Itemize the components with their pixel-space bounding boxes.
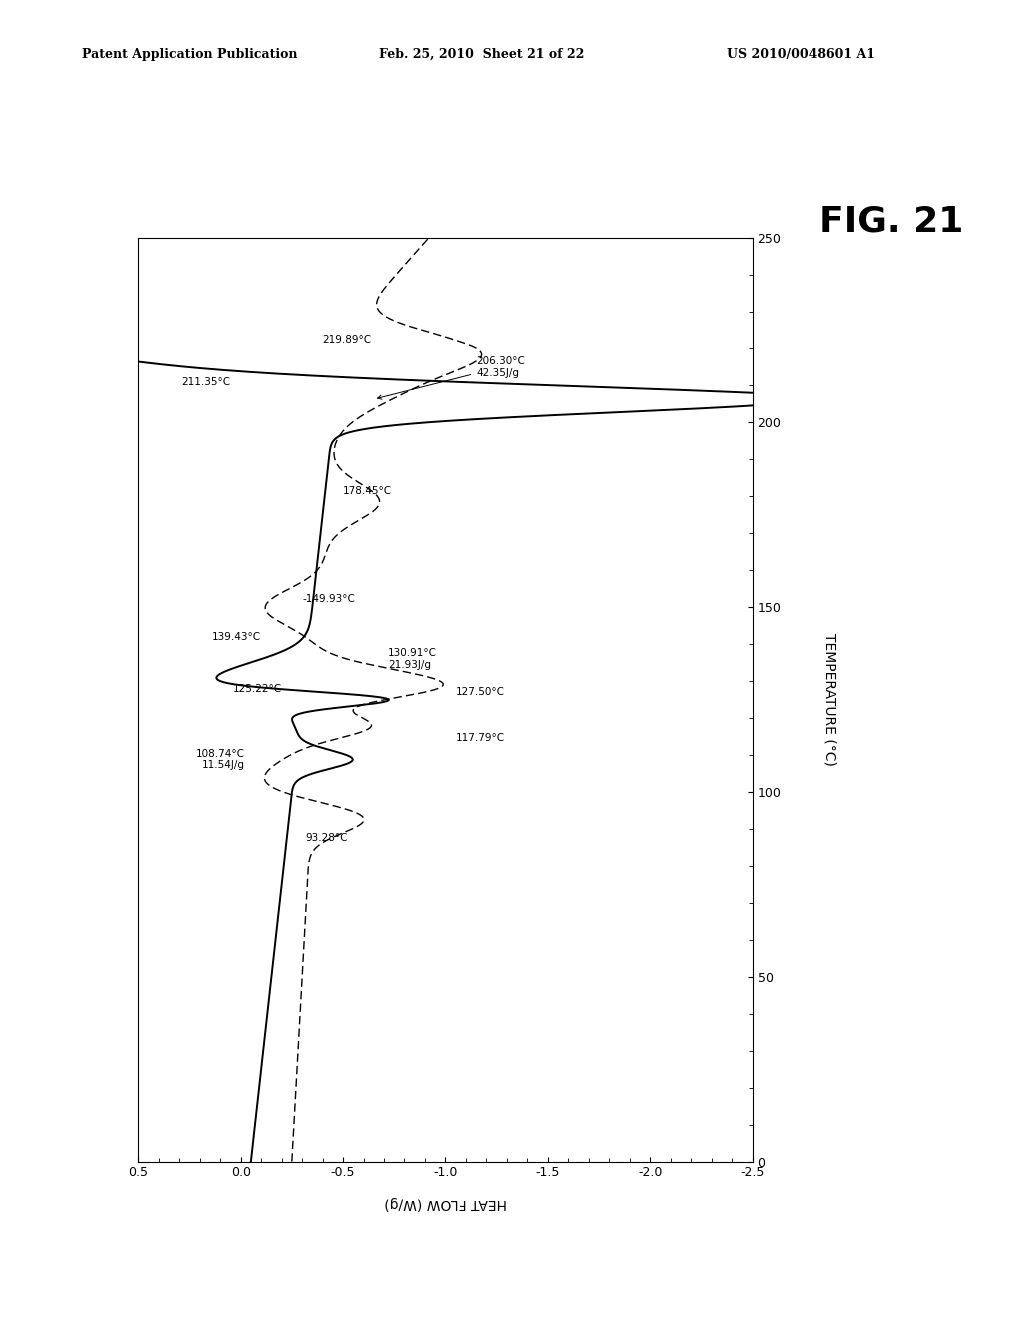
Text: 206.30°C
42.35J/g: 206.30°C 42.35J/g	[378, 356, 525, 399]
Text: 139.43°C: 139.43°C	[212, 632, 261, 643]
Text: 219.89°C: 219.89°C	[323, 335, 372, 345]
Text: FIG. 21: FIG. 21	[819, 205, 964, 239]
X-axis label: HEAT FLOW (W/g): HEAT FLOW (W/g)	[384, 1196, 507, 1210]
Text: -149.93°C: -149.93°C	[302, 594, 355, 603]
Text: 127.50°C: 127.50°C	[456, 688, 505, 697]
Text: Feb. 25, 2010  Sheet 21 of 22: Feb. 25, 2010 Sheet 21 of 22	[379, 48, 585, 61]
Text: 130.91°C
21.93J/g: 130.91°C 21.93J/g	[388, 648, 437, 671]
Text: 211.35°C: 211.35°C	[181, 376, 230, 387]
Text: 178.45°C: 178.45°C	[343, 486, 392, 496]
Y-axis label: TEMPERATURE (°C): TEMPERATURE (°C)	[823, 634, 837, 766]
Text: 93.28°C: 93.28°C	[305, 833, 348, 842]
Text: US 2010/0048601 A1: US 2010/0048601 A1	[727, 48, 876, 61]
Text: 117.79°C: 117.79°C	[456, 733, 505, 743]
Text: 108.74°C
11.54J/g: 108.74°C 11.54J/g	[196, 748, 245, 771]
Text: Patent Application Publication: Patent Application Publication	[82, 48, 297, 61]
Text: 125.22°C: 125.22°C	[232, 684, 282, 694]
